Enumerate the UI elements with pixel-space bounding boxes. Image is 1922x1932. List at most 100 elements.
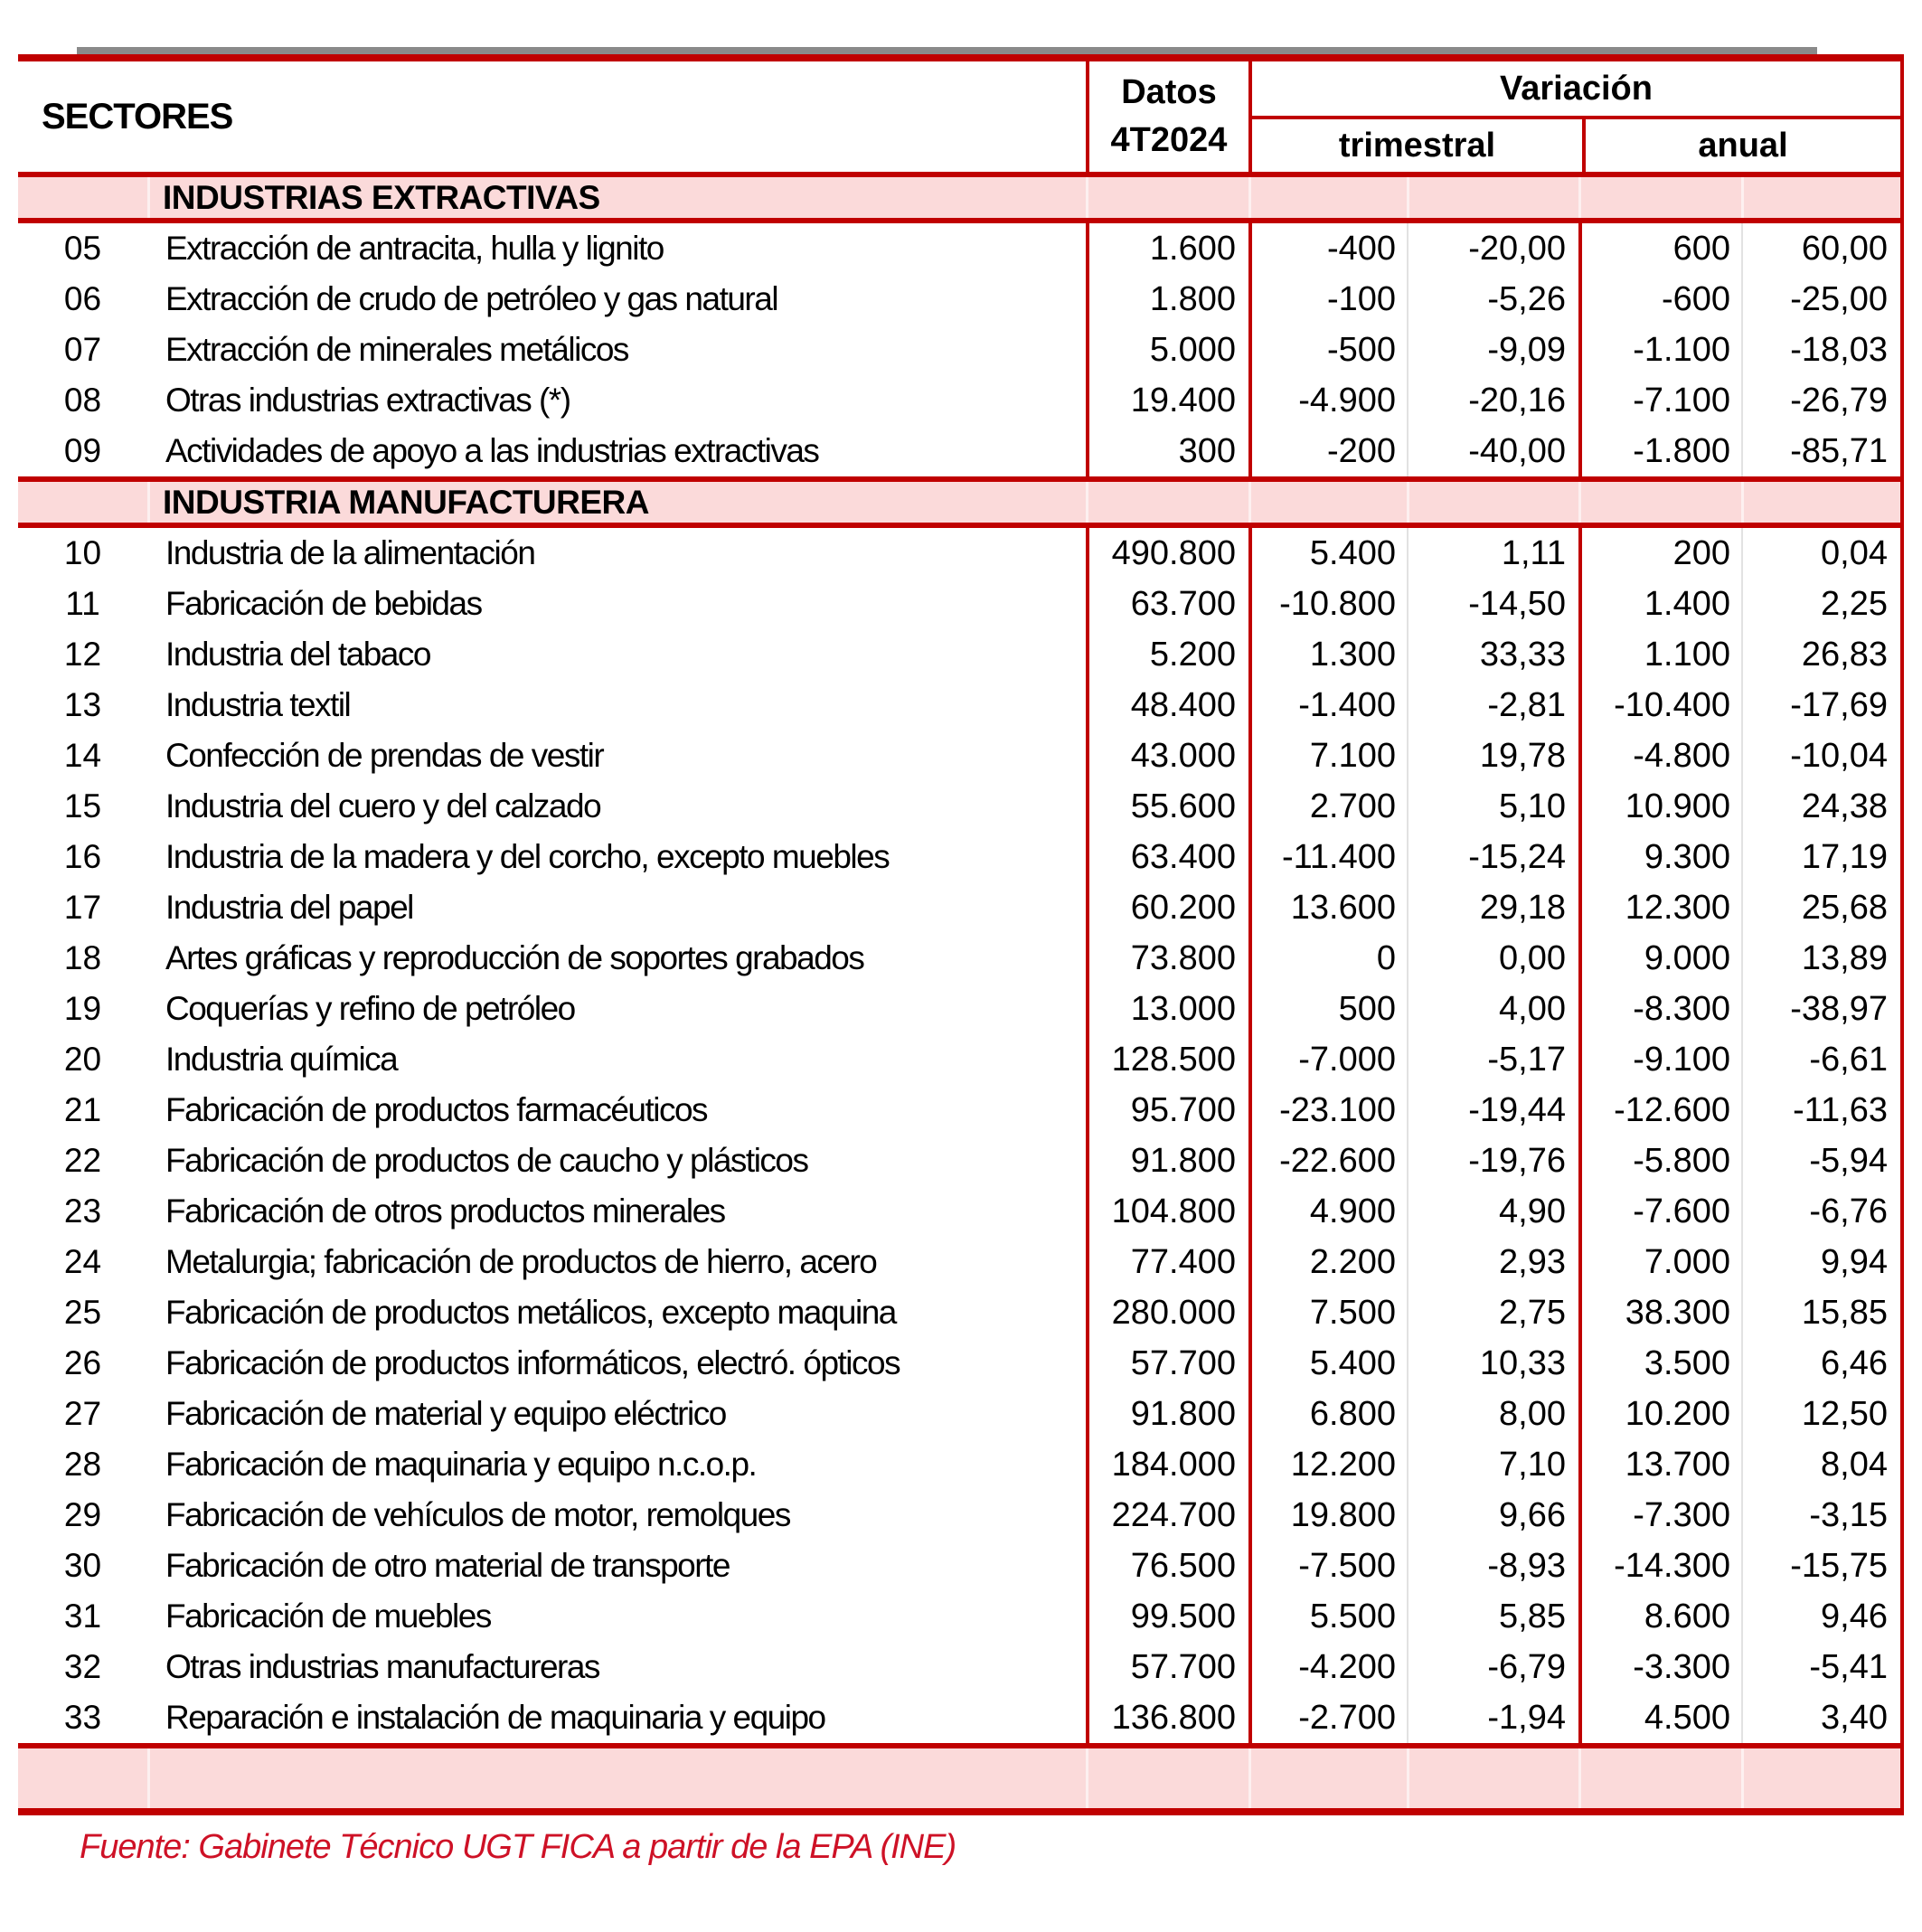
trimestral-abs-value: 2.200 [1248,1237,1407,1287]
band-divider-line [147,482,150,523]
sector-code: 29 [63,1496,102,1533]
sector-label: Metalurgia; fabricación de productos de … [165,1243,878,1280]
trimestral-pct-value: 0,00 [1407,933,1578,984]
table-row: 17 Industria del papel 60.200 13.600 29,18 12… [18,882,1904,933]
table-row: 30 Fabricación de otro material de transp… [18,1541,1904,1591]
trimestral-pct-value: -20,16 [1407,375,1578,426]
table-row: 33 Reparación e instalación de maquinaria… [18,1692,1904,1743]
datos-value: 73.800 [1086,933,1248,984]
table-row: 10 Industria de la alimentación 490.800 5.4… [18,528,1904,579]
sector-label: Extracción de crudo de petróleo y gas na… [165,280,779,317]
anual-abs-value: 13.700 [1578,1439,1741,1490]
anual-abs-value: 38.300 [1578,1287,1741,1338]
table-row: 22 Fabricación de productos de caucho y p… [18,1136,1904,1186]
datos-value: 128.500 [1086,1034,1248,1085]
sector-label: Fabricación de productos metálicos, exce… [165,1294,897,1331]
anual-pct-value: -6,76 [1741,1186,1900,1237]
trimestral-abs-value: -400 [1248,223,1407,274]
trimestral-pct-value: 2,75 [1407,1287,1578,1338]
sector-code: 19 [63,990,102,1027]
sector-code: 15 [63,787,102,825]
datos-value: 95.700 [1086,1085,1248,1136]
datos-value: 91.800 [1086,1389,1248,1439]
anual-pct-value: -25,00 [1741,274,1900,325]
sector-code: 07 [63,331,102,368]
sector-label: Industria de la alimentación [165,534,536,571]
sector-code: 17 [63,889,102,926]
trimestral-abs-value: 19.800 [1248,1490,1407,1541]
anual-abs-value: 7.000 [1578,1237,1741,1287]
trimestral-abs-value: -100 [1248,274,1407,325]
anual-abs-value: 12.300 [1578,882,1741,933]
anual-pct-value: 13,89 [1741,933,1900,984]
top-shadow-line [77,47,1817,54]
band-divider-line [1407,177,1409,218]
band-divider-line [1741,1748,1744,1808]
trimestral-pct-value: 29,18 [1407,882,1578,933]
band-divider-line [1086,177,1088,218]
trimestral-pct-value: 5,10 [1407,781,1578,832]
anual-abs-value: -7.100 [1578,375,1741,426]
sector-code: 06 [63,280,102,317]
sector-code: 24 [63,1243,102,1280]
trimestral-abs-value: 7.100 [1248,730,1407,781]
table-row: 19 Coquerías y refino de petróleo 13.000 50… [18,984,1904,1034]
trimestral-pct-value: -19,44 [1407,1085,1578,1136]
table-row: 07 Extracción de minerales metálicos 5.000… [18,325,1904,375]
trimestral-pct-value: -1,94 [1407,1692,1578,1743]
trimestral-abs-value: -1.400 [1248,680,1407,730]
header-anual-label: anual [1582,119,1900,172]
trimestral-abs-value: -11.400 [1248,832,1407,882]
trimestral-abs-value: -500 [1248,325,1407,375]
datos-value: 77.400 [1086,1237,1248,1287]
band-divider-line [1248,1748,1251,1808]
table-row: 05 Extracción de antracita, hulla y ligni… [18,223,1904,274]
datos-value: 136.800 [1086,1692,1248,1743]
anual-pct-value: 9,46 [1741,1591,1900,1642]
datos-value: 63.400 [1086,832,1248,882]
empty-band [18,1743,1904,1808]
anual-pct-value: -5,41 [1741,1642,1900,1692]
trimestral-pct-value: -5,17 [1407,1034,1578,1085]
table-body: INDUSTRIAS EXTRACTIVAS 05 Extracción de an… [18,172,1904,1808]
band-divider-line [147,1748,150,1808]
trimestral-abs-value: 5.400 [1248,1338,1407,1389]
trimestral-pct-value: 5,85 [1407,1591,1578,1642]
anual-pct-value: -18,03 [1741,325,1900,375]
sector-label: Industria del papel [165,889,414,926]
sector-label: Fabricación de bebidas [165,585,483,622]
anual-pct-value: 25,68 [1741,882,1900,933]
sector-code: 22 [63,1142,102,1179]
sector-code: 30 [63,1547,102,1584]
datos-value: 43.000 [1086,730,1248,781]
datos-value: 5.000 [1086,325,1248,375]
table-row: 27 Fabricación de material y equipo eléct… [18,1389,1904,1439]
anual-pct-value: 9,94 [1741,1237,1900,1287]
table-row: 31 Fabricación de muebles 99.500 5.500 5,85 8… [18,1591,1904,1642]
anual-abs-value: -7.600 [1578,1186,1741,1237]
anual-pct-value: 2,25 [1741,579,1900,629]
sector-code: 25 [63,1294,102,1331]
sector-code: 12 [63,636,102,673]
anual-abs-value: 10.900 [1578,781,1741,832]
band-divider-line [1578,177,1581,218]
trimestral-abs-value: 4.900 [1248,1186,1407,1237]
anual-pct-value: 0,04 [1741,528,1900,579]
trimestral-abs-value: -7.000 [1248,1034,1407,1085]
sector-code: 10 [63,534,102,571]
anual-pct-value: -11,63 [1741,1085,1900,1136]
table-row: 09 Actividades de apoyo a las industrias … [18,426,1904,476]
sector-code: 21 [63,1091,102,1128]
trimestral-abs-value: 5.500 [1248,1591,1407,1642]
anual-pct-value: -38,97 [1741,984,1900,1034]
anual-abs-value: 600 [1578,223,1741,274]
table-row: 11 Fabricación de bebidas 63.700 -10.800 -14… [18,579,1904,629]
table-row: 23 Fabricación de otros productos mineral… [18,1186,1904,1237]
table-row: 28 Fabricación de maquinaria y equipo n.c… [18,1439,1904,1490]
datos-value: 280.000 [1086,1287,1248,1338]
sector-code: 14 [63,737,102,774]
anual-pct-value: -17,69 [1741,680,1900,730]
header-variacion-subrow: trimestral anual [1252,119,1900,172]
trimestral-pct-value: -20,00 [1407,223,1578,274]
band-divider-line [1741,482,1744,523]
